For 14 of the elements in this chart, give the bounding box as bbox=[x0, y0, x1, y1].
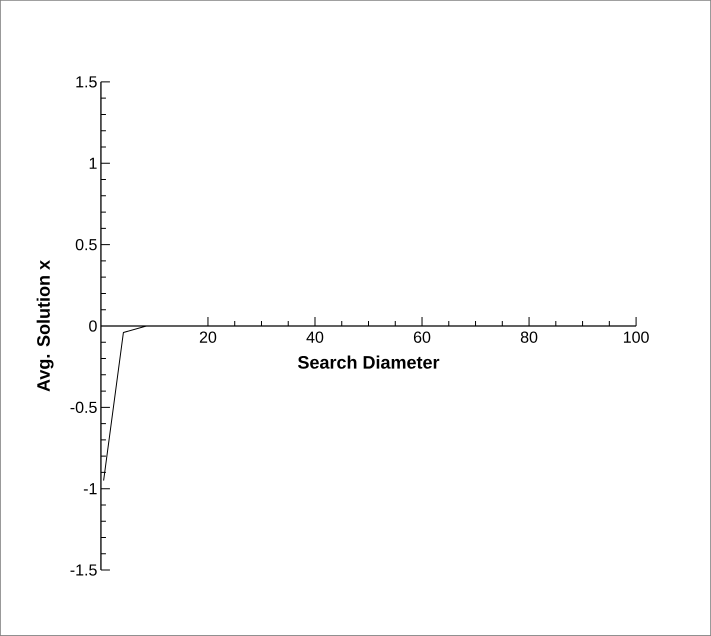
y-tick-label: 1 bbox=[90, 158, 97, 169]
x-tick-label: 60 bbox=[414, 332, 430, 343]
y-tick-label: -1.5 bbox=[70, 564, 97, 576]
x-tick-label: 20 bbox=[200, 332, 216, 343]
y-tick-label: 1.5 bbox=[76, 76, 97, 88]
y-axis-title: Avg. Solution x bbox=[36, 260, 54, 392]
x-tick-label: 100 bbox=[624, 332, 649, 343]
x-tick-label: 40 bbox=[306, 332, 324, 343]
y-tick-label: 0.5 bbox=[76, 238, 97, 250]
x-axis-title: Search Diameter bbox=[298, 356, 440, 369]
y-tick-label: 0 bbox=[89, 320, 97, 332]
y-tick-label: -1 bbox=[84, 483, 97, 494]
x-tick-label: 80 bbox=[520, 332, 538, 343]
y-tick-label: -0.5 bbox=[70, 402, 97, 414]
